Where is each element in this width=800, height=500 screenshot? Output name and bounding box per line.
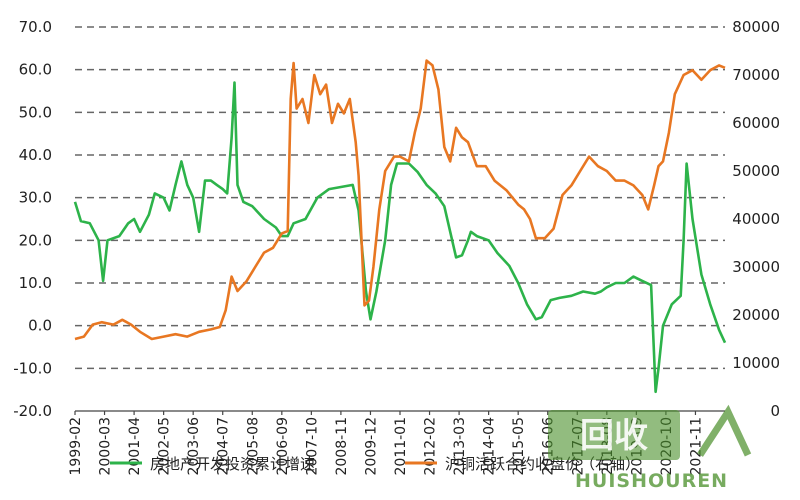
left-tick-label: -10.0 (13, 359, 52, 377)
x-tick-label: 2004-07 (216, 417, 232, 476)
right-tick-label: 20000 (732, 306, 780, 324)
right-tick-label: 60000 (732, 114, 780, 132)
right-axis-ticks: 0 10000 20000 30000 40000 50000 60000 70000 8000… (732, 18, 780, 420)
x-tick-label: 2021-11 (688, 417, 704, 476)
left-tick-label: 0.0 (28, 317, 52, 335)
x-tick-label: 2001-04 (127, 417, 143, 476)
watermark-text: HUISHOUREN (575, 470, 728, 492)
x-tick-label: 2008-11 (334, 417, 350, 476)
series-line-copper (74, 59, 726, 341)
watermark-logo: 回收 HUISHOUREN (548, 404, 752, 492)
x-tick-label: 2002-05 (157, 417, 173, 476)
x-tick-label: 2000-03 (98, 417, 114, 476)
right-tick-label: 50000 (732, 162, 780, 180)
x-tick-label: 2012-02 (423, 417, 439, 476)
right-tick-label: 40000 (732, 210, 780, 228)
x-tick-label: 2003-06 (186, 417, 202, 476)
x-tick-label: 2009-12 (363, 417, 379, 476)
left-tick-label: 40.0 (19, 146, 52, 164)
x-tick-label: 2007-10 (304, 417, 320, 476)
x-tick-label: 1999-02 (68, 417, 84, 476)
x-axis-ticks: 1999-02 2000-03 2001-04 2002-05 2003-06 2004-… (68, 411, 704, 476)
right-tick-label: 10000 (732, 354, 780, 372)
series-lines (73, 59, 727, 394)
x-tick-label: 2014-04 (482, 417, 498, 476)
left-tick-label: 60.0 (19, 61, 52, 79)
legend: 房地产开发投资累计增速 沪铜活跃合约收盘价（右轴） (110, 455, 640, 473)
x-tick-label: 2015-05 (511, 417, 527, 476)
x-tick-label: 2006-09 (275, 417, 291, 476)
left-axis-ticks: -20.0 -10.0 0.0 10.0 20.0 30.0 40.0 50.0 60.0 70.… (13, 18, 52, 420)
x-tick-label: 2005-08 (245, 417, 261, 476)
grid-lines (75, 26, 725, 412)
left-tick-label: 10.0 (19, 274, 52, 292)
left-tick-label: 70.0 (19, 18, 52, 36)
left-tick-label: 50.0 (19, 103, 52, 121)
x-tick-label: 2011-01 (393, 417, 409, 476)
legend-label-real-estate: 房地产开发投资累计增速 (150, 455, 315, 473)
series-line-real-estate (73, 81, 727, 394)
right-tick-label: 0 (770, 402, 780, 420)
right-tick-label: 80000 (732, 18, 780, 36)
right-tick-label: 30000 (732, 258, 780, 276)
left-tick-label: 20.0 (19, 231, 52, 249)
left-tick-label: -20.0 (13, 402, 52, 420)
x-tick-label: 2013-03 (452, 417, 468, 476)
left-tick-label: 30.0 (19, 189, 52, 207)
right-tick-label: 70000 (732, 66, 780, 84)
watermark-box-text: 回收 (580, 416, 648, 456)
